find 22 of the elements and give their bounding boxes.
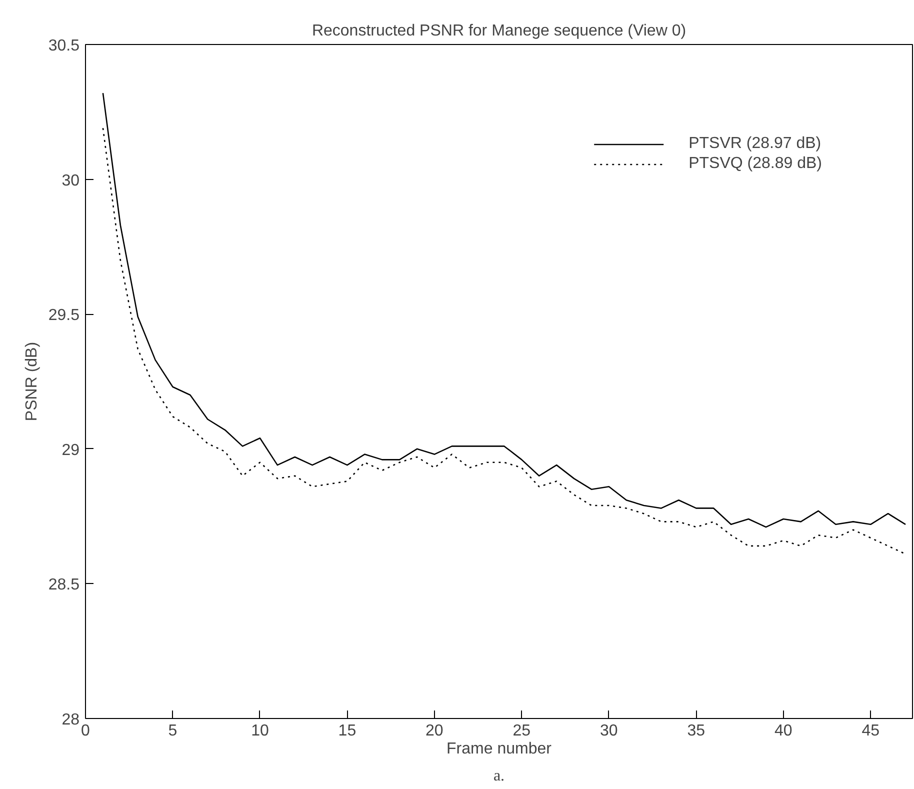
text: a. bbox=[493, 768, 505, 784]
y-tick-label: 30 bbox=[62, 172, 80, 190]
x-tick-label: 25 bbox=[512, 722, 531, 740]
x-axis-title: Frame number bbox=[446, 740, 552, 758]
x-tick-label: 10 bbox=[251, 722, 269, 740]
legend-label: PTSVQ (28.89 dB) bbox=[688, 155, 822, 173]
x-tick-label: 30 bbox=[600, 722, 618, 740]
x-tick-label: 40 bbox=[774, 722, 792, 740]
x-tick-label: 20 bbox=[426, 722, 444, 740]
y-tick-label: 28.5 bbox=[48, 576, 80, 594]
chart-title: Reconstructed PSNR for Manege sequence (View 0) bbox=[312, 22, 686, 40]
y-tick-label: 28 bbox=[62, 712, 80, 728]
x-tick-label: 5 bbox=[168, 722, 178, 740]
y-tick-label: 29.5 bbox=[48, 307, 80, 324]
y-tick-label: 30.5 bbox=[48, 38, 80, 54]
x-tick-label: 0 bbox=[81, 722, 90, 740]
legend-label: PTSVR (28.97 dB) bbox=[688, 135, 822, 153]
x-tick-label: 15 bbox=[338, 722, 356, 740]
y-axis-title: PSNR (dB) bbox=[23, 342, 40, 422]
x-tick-label: 45 bbox=[862, 722, 880, 740]
y-tick-label: 29 bbox=[62, 442, 80, 459]
x-tick-label: 35 bbox=[687, 722, 706, 740]
